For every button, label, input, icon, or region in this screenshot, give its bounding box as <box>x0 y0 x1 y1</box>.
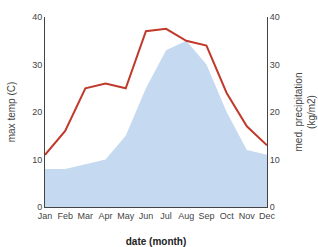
svg-text:0: 0 <box>37 202 42 212</box>
svg-text:10: 10 <box>270 155 280 165</box>
svg-text:30: 30 <box>32 60 42 70</box>
svg-text:max temp (C): max temp (C) <box>6 82 17 143</box>
svg-text:Sep: Sep <box>198 211 214 221</box>
svg-text:date (month): date (month) <box>126 236 187 247</box>
svg-text:Oct: Oct <box>220 211 235 221</box>
svg-text:Jan: Jan <box>38 211 53 221</box>
svg-text:med. precipitation(kg/m2): med. precipitation(kg/m2) <box>293 73 317 152</box>
svg-text:20: 20 <box>32 107 42 117</box>
svg-text:10: 10 <box>32 155 42 165</box>
svg-text:30: 30 <box>270 60 280 70</box>
svg-text:Mar: Mar <box>78 211 94 221</box>
svg-text:20: 20 <box>270 107 280 117</box>
svg-text:Dec: Dec <box>259 211 276 221</box>
svg-text:Feb: Feb <box>57 211 73 221</box>
svg-text:Aug: Aug <box>178 211 194 221</box>
svg-text:40: 40 <box>270 12 280 22</box>
svg-text:Apr: Apr <box>99 211 113 221</box>
svg-text:May: May <box>117 211 135 221</box>
svg-text:Jul: Jul <box>160 211 172 221</box>
svg-text:Nov: Nov <box>239 211 256 221</box>
svg-text:40: 40 <box>32 12 42 22</box>
svg-text:0: 0 <box>270 202 275 212</box>
svg-text:Jun: Jun <box>139 211 154 221</box>
